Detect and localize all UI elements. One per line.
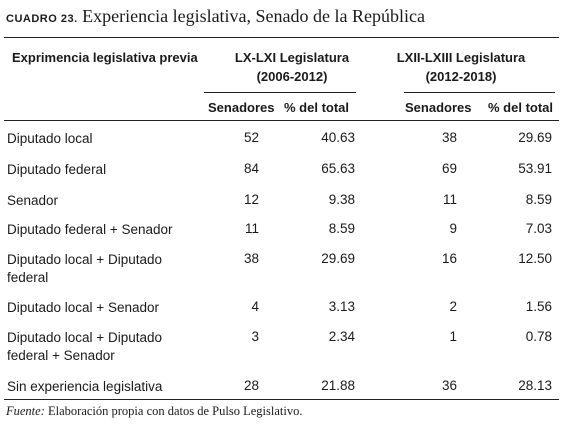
row-label: Diputado local + Senador <box>7 300 159 315</box>
col-header-senadores: Senadores <box>405 100 472 115</box>
cell-senadores-1: 38 <box>243 251 259 266</box>
cell-senadores-2: 1 <box>449 329 457 344</box>
cell-pct-1: 21.88 <box>321 378 355 393</box>
row-label: Diputado federal + Senador <box>7 222 173 237</box>
cell-pct-2: 1.56 <box>525 299 552 314</box>
cell-pct-2: 12.50 <box>518 251 552 266</box>
table-row: Senador 12 9.38 11 8.59 <box>4 183 559 212</box>
group-underline <box>404 92 555 93</box>
table-row: Diputado federal 84 65.63 69 53.91 <box>4 152 559 183</box>
group-header-lx-lxi: LX-LXI Legislatura (2006-2012) <box>197 48 387 86</box>
cell-pct-1: 9.38 <box>328 192 355 207</box>
row-label: Diputado local + Diputado federal <box>7 252 162 285</box>
group-period: (2012-2018) <box>425 69 497 84</box>
cell-pct-1: 2.34 <box>328 329 355 344</box>
cell-pct-2: 8.59 <box>525 192 552 207</box>
cell-pct-2: 29.69 <box>518 130 552 145</box>
cell-pct-2: 53.91 <box>518 161 552 176</box>
cell-senadores-2: 9 <box>449 221 457 236</box>
table-body: Diputado local 52 40.63 38 29.69 Diputad… <box>4 121 559 399</box>
table-row: Diputado local + Senador 4 3.13 2 1.56 <box>4 290 559 320</box>
cell-senadores-1: 11 <box>244 221 259 236</box>
cell-senadores-2: 2 <box>449 299 457 314</box>
row-label: Diputado local + Diputado federal + Sena… <box>7 330 162 363</box>
group-header-lxii-lxiii: LXII-LXIII Legislatura (2012-2018) <box>366 48 556 86</box>
source-text: Elaboración propia con datos de Pulso Le… <box>44 404 303 418</box>
cell-senadores-2: 16 <box>441 251 457 266</box>
cell-pct-2: 7.03 <box>525 221 552 236</box>
col-header-pct: % del total <box>488 100 554 115</box>
cell-senadores-1: 52 <box>243 130 259 145</box>
table-caption: CUADRO 23. Experiencia legislativa, Sena… <box>6 4 425 31</box>
caption-label: CUADRO 23. <box>6 13 78 25</box>
cell-senadores-2: 36 <box>441 378 457 393</box>
cell-pct-1: 65.63 <box>321 161 355 176</box>
table-row: Sin experiencia legislativa 28 21.88 36 … <box>4 369 559 399</box>
cell-senadores-1: 28 <box>243 378 259 393</box>
row-header: Exprimencia legislativa previa <box>12 50 198 65</box>
cell-pct-1: 3.13 <box>328 299 355 314</box>
row-label: Diputado local <box>7 131 93 146</box>
cell-pct-1: 40.63 <box>321 130 355 145</box>
source-note: Fuente: Elaboración propia con datos de … <box>6 404 302 419</box>
cell-pct-1: 29.69 <box>321 251 355 266</box>
cell-senadores-2: 69 <box>441 161 457 176</box>
row-label: Sin experiencia legislativa <box>7 379 163 394</box>
group-name: LX-LXI Legislatura <box>234 50 350 65</box>
group-underline <box>204 92 356 93</box>
group-period: (2006-2012) <box>256 69 328 84</box>
cell-senadores-1: 3 <box>251 329 259 344</box>
col-header-pct: % del total <box>284 100 350 115</box>
table-row: Diputado local 52 40.63 38 29.69 <box>4 121 559 152</box>
cell-senadores-2: 38 <box>441 130 457 145</box>
cell-senadores-1: 4 <box>251 299 259 314</box>
table-row: Diputado federal + Senador 11 8.59 9 7.0… <box>4 212 559 242</box>
cell-senadores-1: 12 <box>243 192 259 207</box>
row-label: Senador <box>7 193 59 208</box>
row-label: Diputado federal <box>7 162 107 177</box>
source-label: Fuente: <box>6 404 45 418</box>
cell-pct-2: 0.78 <box>525 329 552 344</box>
cell-pct-2: 28.13 <box>518 378 552 393</box>
experience-table: Exprimencia legislativa previa LX-LXI Le… <box>4 37 559 400</box>
caption-title: Experiencia legislativa, Senado de la Re… <box>82 6 425 26</box>
table-row: Diputado local + Diputado federal + Sena… <box>4 320 559 369</box>
table-header: Exprimencia legislativa previa LX-LXI Le… <box>4 38 559 121</box>
group-name: LXII-LXIII Legislatura <box>396 50 526 65</box>
cell-senadores-2: 11 <box>442 192 457 207</box>
cell-senadores-1: 84 <box>243 161 259 176</box>
table-row: Diputado local + Diputado federal 38 29.… <box>4 242 559 290</box>
cell-pct-1: 8.59 <box>328 221 355 236</box>
col-header-senadores: Senadores <box>208 100 275 115</box>
